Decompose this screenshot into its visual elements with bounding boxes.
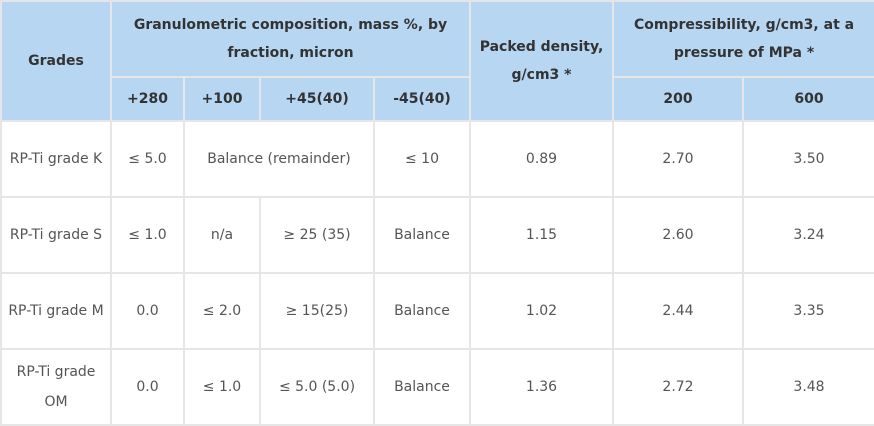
fraction-100-cell: ≤ 1.0 (183, 348, 261, 426)
compressibility-200-cell: 2.60 (612, 196, 745, 274)
compressibility-600-cell: 3.48 (742, 348, 874, 426)
table-row: RP-Ti grade K ≤ 5.0 Balance (remainder) … (0, 120, 874, 198)
header-grades: Grades (0, 0, 112, 122)
packed-density-cell: 1.02 (469, 272, 615, 350)
header-packed-density: Packed density, g/cm3 * (469, 0, 615, 122)
fraction-minus-45-cell: ≤ 10 (372, 120, 472, 198)
balance-remainder-cell: Balance (remainder) (183, 120, 375, 198)
fraction-minus-45-cell: Balance (372, 196, 472, 274)
fraction-45-cell: ≥ 25 (35) (259, 196, 375, 274)
fraction-280-cell: 0.0 (110, 348, 185, 426)
header-fraction-280: +280 (110, 76, 185, 122)
fraction-100-cell: n/a (183, 196, 261, 274)
fraction-45-cell: ≥ 15(25) (259, 272, 375, 350)
compressibility-200-cell: 2.44 (612, 272, 745, 350)
header-pressure-200: 200 (612, 76, 745, 122)
grade-cell: RP-Ti grade OM (0, 348, 112, 426)
fraction-280-cell: 0.0 (110, 272, 185, 350)
packed-density-cell: 0.89 (469, 120, 615, 198)
header-fraction-45: +45(40) (259, 76, 375, 122)
grade-cell: RP-Ti grade S (0, 196, 112, 274)
compressibility-200-cell: 2.72 (612, 348, 745, 426)
table-row: RP-Ti grade OM 0.0 ≤ 1.0 ≤ 5.0 (5.0) Bal… (0, 348, 874, 426)
packed-density-cell: 1.15 (469, 196, 615, 274)
compressibility-600-cell: 3.24 (742, 196, 874, 274)
compressibility-600-cell: 3.35 (742, 272, 874, 350)
fraction-minus-45-cell: Balance (372, 272, 472, 350)
fraction-minus-45-cell: Balance (372, 348, 472, 426)
table-row: RP-Ti grade M 0.0 ≤ 2.0 ≥ 15(25) Balance… (0, 272, 874, 350)
compressibility-200-cell: 2.70 (612, 120, 745, 198)
table-row: RP-Ti grade S ≤ 1.0 n/a ≥ 25 (35) Balanc… (0, 196, 874, 274)
grade-cell: RP-Ti grade M (0, 272, 112, 350)
header-fraction-minus-45: -45(40) (372, 76, 472, 122)
fraction-45-cell: ≤ 5.0 (5.0) (259, 348, 375, 426)
header-granulometric: Granulometric composition, mass %, by fr… (109, 0, 472, 78)
compressibility-600-cell: 3.50 (742, 120, 874, 198)
header-fraction-100: +100 (183, 76, 261, 122)
header-compressibility: Compressibility, g/cm3, at a pressure of… (612, 0, 874, 78)
fraction-280-cell: ≤ 5.0 (110, 120, 185, 198)
packed-density-cell: 1.36 (469, 348, 615, 426)
header-pressure-600: 600 (742, 76, 874, 122)
grade-cell: RP-Ti grade K (0, 120, 112, 198)
fraction-280-cell: ≤ 1.0 (110, 196, 185, 274)
fraction-100-cell: ≤ 2.0 (183, 272, 261, 350)
